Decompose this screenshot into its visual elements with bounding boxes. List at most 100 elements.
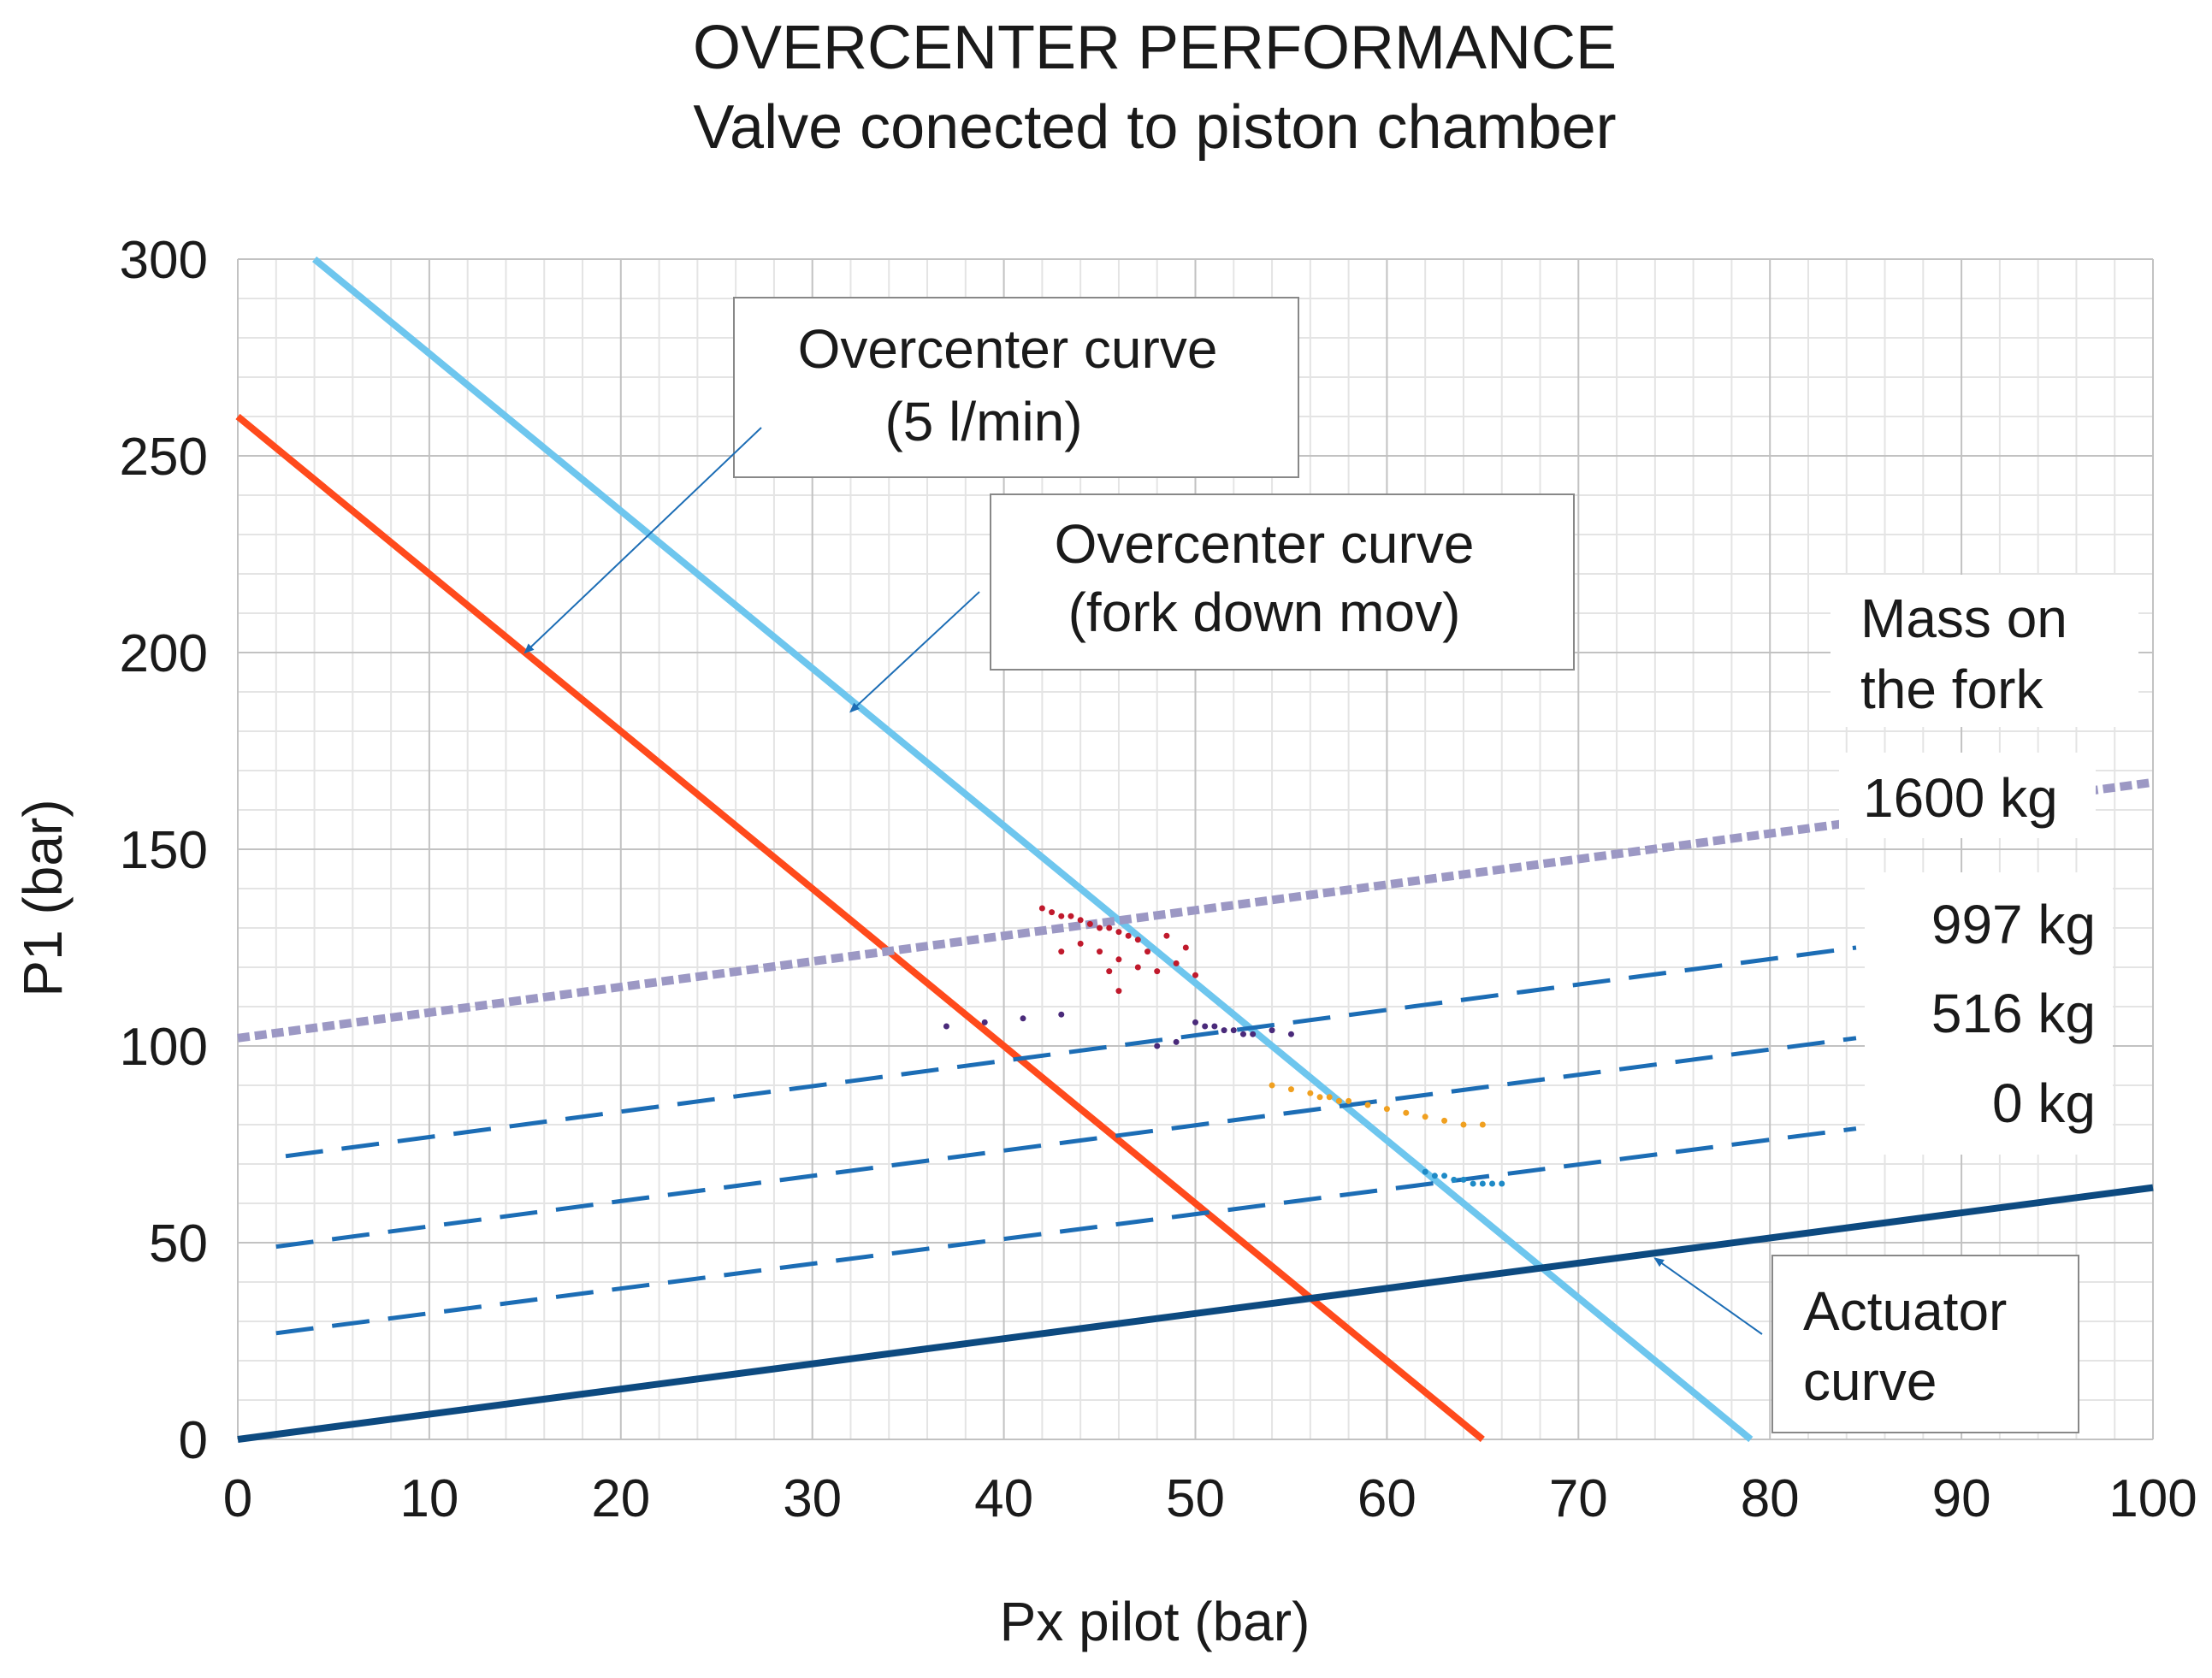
scatter-point [1058, 913, 1065, 919]
annotation-line1: Overcenter curve [1055, 513, 1475, 575]
scatter-point [1470, 1180, 1476, 1187]
scatter-point [1326, 1094, 1333, 1101]
scatter-point [1346, 1097, 1352, 1104]
scatter-point [1097, 925, 1103, 931]
scatter-group [943, 905, 1505, 1187]
scatter-point [1115, 956, 1122, 963]
label-0kg: 0 kg [1992, 1072, 2096, 1134]
scatter-point [1422, 1168, 1428, 1175]
scatter-point [1221, 1027, 1227, 1034]
scatter-point [1431, 1173, 1438, 1179]
annotation-actuator: Actuator curve [1771, 1255, 2079, 1433]
annotation-line2: (5 l/min) [884, 391, 1082, 452]
scatter-point [1163, 932, 1170, 939]
scatter-point [1489, 1180, 1496, 1187]
annotation-line2: curve [1803, 1350, 1937, 1412]
scatter-point [1269, 1027, 1275, 1034]
label-box [1839, 753, 2096, 838]
scatter-point [1403, 1109, 1410, 1116]
scatter-point [1441, 1173, 1448, 1179]
scatter-point [1077, 917, 1084, 924]
scatter-point [1086, 920, 1093, 927]
annotation-overcenter-5lmin: Overcenter curve (5 l/min) [733, 297, 1299, 478]
x-axis-label: Px pilot (bar) [1000, 1591, 1310, 1652]
scatter-point [1460, 1176, 1467, 1183]
annotation-line1: Mass on [1860, 588, 2067, 649]
x-tick-label: 90 [1932, 1469, 1991, 1528]
scatter-point [1058, 948, 1065, 955]
scatter-point [1134, 964, 1141, 971]
scatter-point [1106, 925, 1113, 931]
series-group [235, 256, 2154, 1443]
scatter-point [1316, 1094, 1323, 1101]
chart-title: OVERCENTER PERFORMANCE [693, 14, 1617, 82]
scatter-point [1202, 1023, 1209, 1030]
annotation-arrows [523, 427, 1763, 1335]
scatter-point [1077, 940, 1084, 947]
scatter-point [1499, 1180, 1505, 1187]
label-516kg: 516 kg [1931, 983, 2096, 1044]
scatter-point [1173, 1038, 1180, 1045]
scatter-point [1068, 913, 1074, 919]
series-line [237, 1184, 2154, 1443]
x-tick-label: 30 [783, 1469, 842, 1528]
scatter-point [1038, 905, 1045, 912]
annotation-line2: (fork down mov) [1068, 582, 1461, 643]
scatter-point [1230, 1027, 1237, 1034]
y-tick-label: 200 [120, 624, 208, 683]
label-box [1865, 872, 2113, 1155]
scatter-point [1192, 1019, 1198, 1025]
scatter-point [1422, 1114, 1428, 1120]
annotation-line2: the fork [1860, 659, 2043, 720]
scatter-point [1460, 1121, 1467, 1128]
scatter-point [1307, 1090, 1314, 1096]
y-axis-label: P1 (bar) [12, 799, 74, 996]
scatter-point [1049, 909, 1056, 916]
scatter-point [1287, 1031, 1294, 1037]
x-tick-label: 60 [1357, 1469, 1417, 1528]
annotation-overcenter-fork: Overcenter curve (fork down mov) [990, 493, 1575, 671]
scatter-point [1020, 1015, 1026, 1022]
y-tick-label: 300 [120, 231, 208, 290]
label-mass-stack: 997 kg 516 kg 0 kg [1865, 872, 2113, 1155]
series-line [312, 256, 1754, 1443]
scatter-point [1287, 1086, 1294, 1093]
x-tick-label: 40 [974, 1469, 1033, 1528]
scatter-point [1125, 932, 1132, 939]
series-line [237, 777, 2154, 1043]
x-tick-labels: 0 10 20 30 40 50 60 70 80 90 100 [223, 1469, 2197, 1528]
y-tick-label: 250 [120, 428, 208, 487]
annotation-box [1831, 575, 2138, 727]
x-tick-label: 20 [591, 1469, 650, 1528]
y-tick-label: 150 [120, 821, 208, 880]
annotation-line1: Overcenter curve [798, 318, 1218, 380]
annotation-mass-on-fork: Mass on the fork [1831, 575, 2138, 727]
annotation-box [990, 493, 1575, 671]
scatter-point [1134, 936, 1141, 943]
x-tick-label: 0 [223, 1469, 252, 1528]
scatter-point [1106, 968, 1113, 975]
x-tick-label: 70 [1549, 1469, 1608, 1528]
x-tick-label: 80 [1741, 1469, 1800, 1528]
scatter-point [981, 1019, 988, 1025]
x-tick-label: 100 [2108, 1469, 2197, 1528]
scatter-point [1115, 929, 1122, 936]
label-text: 1600 kg [1863, 767, 2058, 829]
chart-subtitle: Valve conected to piston chamber [693, 93, 1616, 162]
scatter-point [1239, 1031, 1246, 1037]
scatter-point [1479, 1121, 1486, 1128]
scatter-point [1144, 948, 1151, 955]
scatter-point [1335, 1097, 1342, 1104]
arrow-actuator [1653, 1257, 1763, 1335]
y-tick-label: 100 [120, 1018, 208, 1077]
scatter-point [1211, 1023, 1218, 1030]
scatter-point [1173, 960, 1180, 966]
scatter-point [1154, 968, 1161, 975]
scatter-point [1383, 1106, 1390, 1113]
x-tick-label: 50 [1166, 1469, 1225, 1528]
y-tick-label: 0 [179, 1411, 208, 1470]
annotation-line1: Actuator [1803, 1280, 2007, 1342]
label-997kg: 997 kg [1931, 894, 2096, 955]
scatter-point [1115, 988, 1122, 995]
